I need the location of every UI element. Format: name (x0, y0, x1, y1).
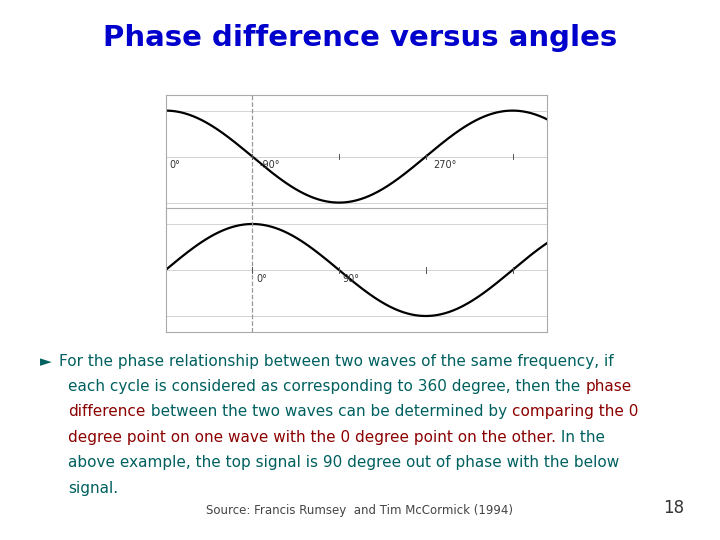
Text: 0°: 0° (169, 160, 180, 170)
Text: 90°: 90° (343, 274, 360, 284)
Text: degree point on one wave with the 0 degree point on the other.: degree point on one wave with the 0 degr… (68, 430, 557, 445)
Text: 18: 18 (663, 500, 684, 517)
Text: For the phase relationship between two waves of the same frequency, if: For the phase relationship between two w… (59, 354, 613, 369)
Text: Phase difference versus angles: Phase difference versus angles (103, 24, 617, 52)
Text: signal.: signal. (68, 481, 119, 496)
Text: 270°: 270° (433, 160, 456, 170)
Text: -90°: -90° (260, 160, 281, 170)
Text: each cycle is considered as corresponding to 360 degree, then the: each cycle is considered as correspondin… (68, 379, 585, 394)
Text: comparing the 0: comparing the 0 (512, 404, 638, 420)
Text: 0°: 0° (256, 274, 267, 284)
Text: above example, the top signal is 90 degree out of phase with the below: above example, the top signal is 90 degr… (68, 455, 620, 470)
Text: phase: phase (585, 379, 631, 394)
Text: In the: In the (557, 430, 606, 445)
Text: between the two waves can be determined by: between the two waves can be determined … (145, 404, 512, 420)
Text: Source: Francis Rumsey  and Tim McCormick (1994): Source: Francis Rumsey and Tim McCormick… (207, 504, 513, 517)
Text: difference: difference (68, 404, 145, 420)
Text: ►: ► (40, 354, 51, 369)
